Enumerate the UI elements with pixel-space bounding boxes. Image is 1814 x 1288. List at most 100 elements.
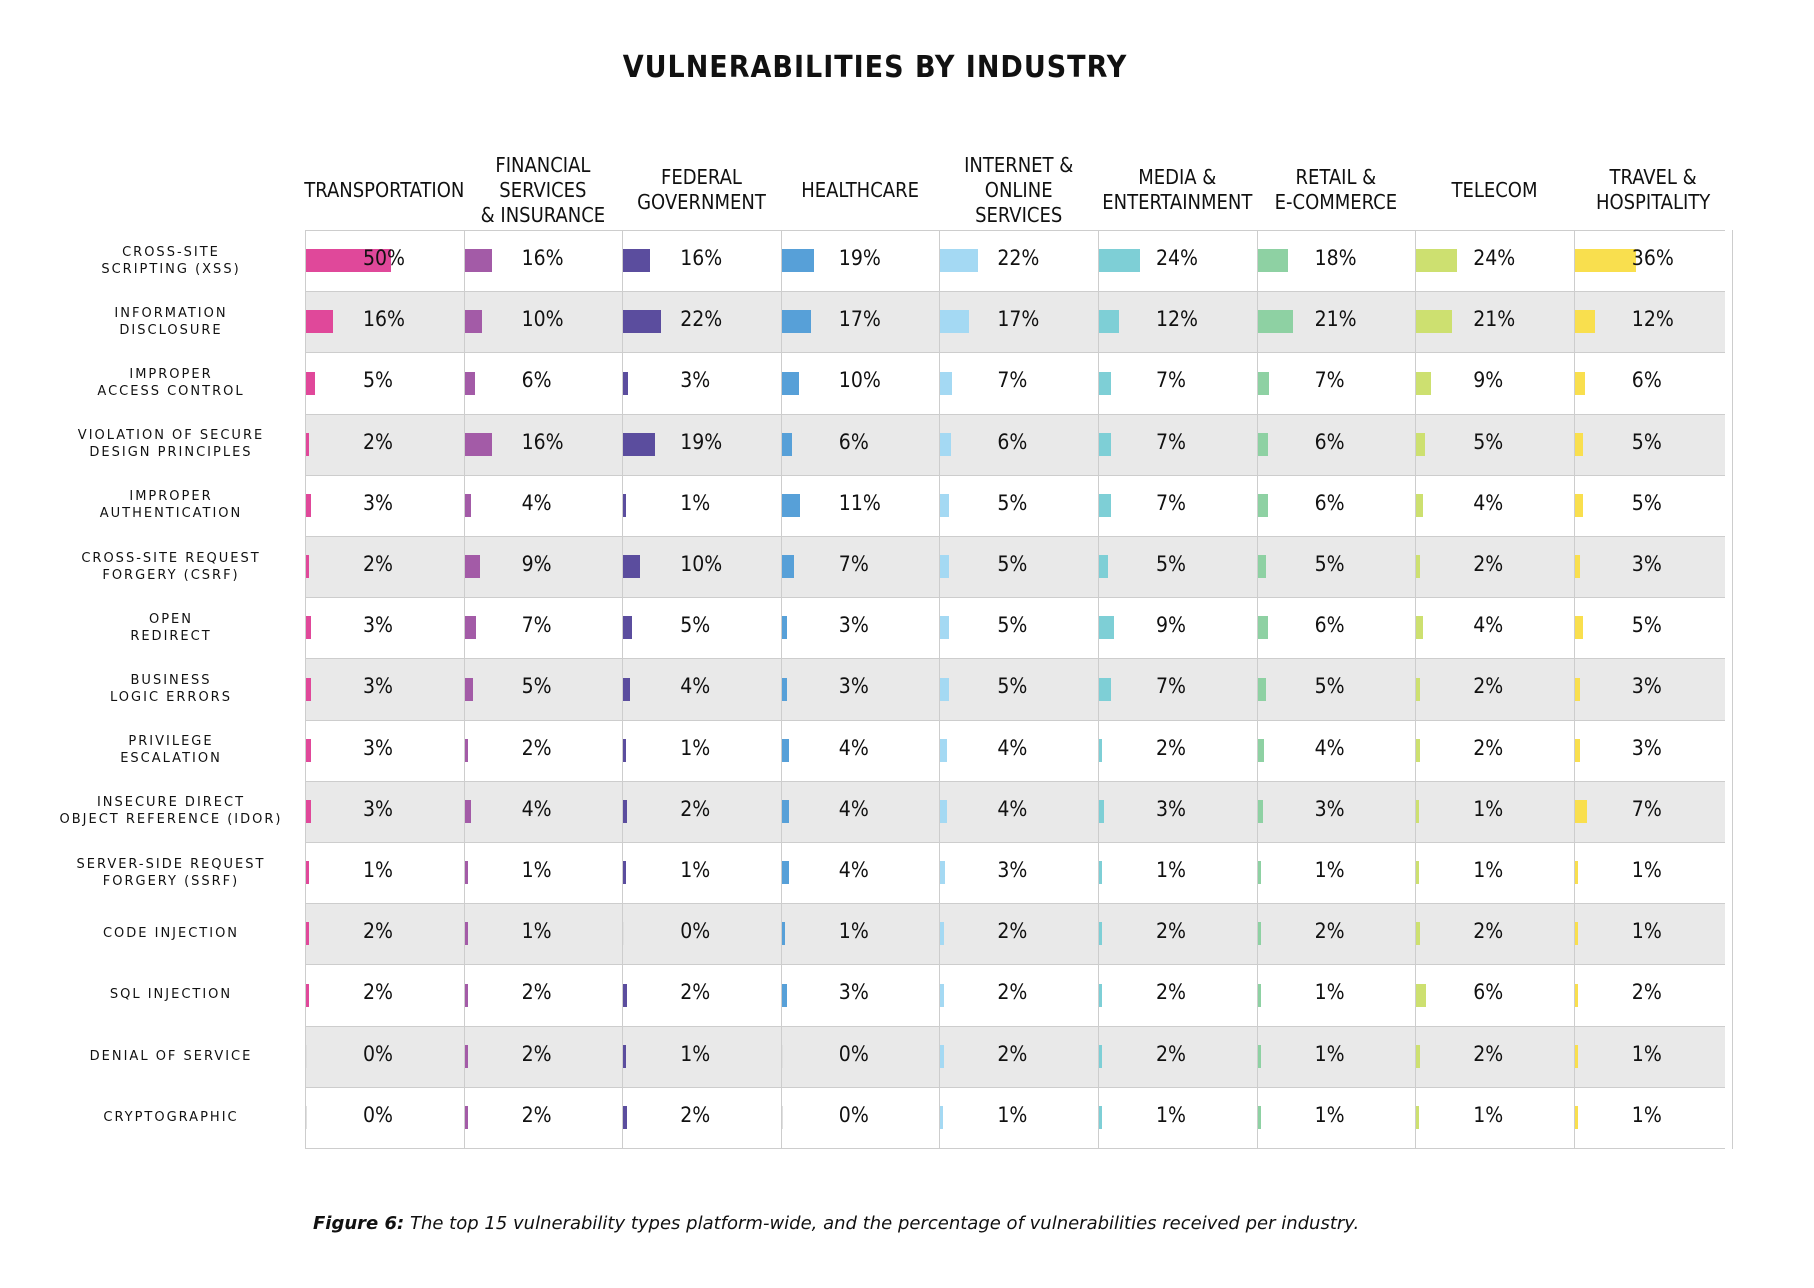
row-label-server-side-request-forgery-ssrf: SERVER-SIDE REQUEST FORGERY (SSRF)	[76, 856, 266, 889]
bar	[1099, 1105, 1102, 1129]
bar	[1574, 738, 1580, 762]
bar	[940, 738, 948, 762]
column-header-healthcare: HEALTHCARE	[801, 177, 919, 202]
value-label: 6%	[1314, 613, 1345, 638]
bar	[306, 799, 312, 823]
value-label: 9%	[1156, 613, 1186, 638]
bar	[940, 555, 949, 579]
value-label: 6%	[1473, 980, 1504, 1005]
bar	[781, 677, 787, 701]
value-label: 7%	[1156, 490, 1186, 515]
value-label: 1%	[1631, 858, 1662, 882]
value-label: 17%	[997, 307, 1040, 332]
bar	[464, 432, 492, 456]
value-label: 19%	[680, 429, 723, 454]
caption-label: Figure 6:	[313, 1213, 405, 1234]
bar	[940, 493, 949, 517]
bar	[781, 310, 811, 334]
value-label: 21%	[1314, 307, 1357, 332]
value-label: 4%	[1314, 735, 1345, 760]
bar	[1099, 922, 1103, 946]
row-stripe	[305, 413, 1725, 475]
bar	[1574, 677, 1580, 701]
bar	[781, 738, 789, 762]
bar	[940, 432, 951, 456]
value-label: 0%	[838, 1041, 869, 1066]
value-label: 10%	[680, 552, 723, 576]
value-label: 22%	[680, 307, 723, 332]
value-label: 7%	[1156, 368, 1186, 393]
value-label: 4%	[997, 735, 1028, 760]
bar	[1099, 983, 1103, 1007]
value-label: 3%	[363, 735, 393, 760]
value-label: 1%	[1314, 1041, 1345, 1066]
row-label-open-redirect: OPEN REDIRECT	[130, 611, 212, 644]
bar	[1257, 861, 1261, 885]
value-label: 3%	[1631, 552, 1662, 576]
value-label: 4%	[838, 735, 869, 760]
bar	[1574, 861, 1578, 885]
value-label: 4%	[997, 796, 1028, 821]
value-label: 5%	[1631, 613, 1662, 638]
bar	[306, 493, 312, 517]
row-divider	[305, 413, 1725, 415]
row-label-information-disclosure: INFORMATION DISCLOSURE	[114, 305, 228, 338]
value-label: 1%	[838, 919, 869, 944]
bar	[1416, 555, 1420, 579]
value-label: 5%	[997, 674, 1028, 699]
bar	[1257, 922, 1261, 946]
bar	[940, 799, 948, 823]
value-label: 16%	[680, 246, 723, 270]
value-label: 2%	[1473, 735, 1504, 760]
bar	[623, 371, 629, 395]
value-label: 50%	[363, 246, 405, 270]
bar	[623, 310, 661, 334]
value-label: 1%	[521, 858, 552, 882]
row-divider	[305, 780, 1725, 782]
bar	[1416, 432, 1425, 456]
row-stripe	[305, 536, 1725, 598]
bar	[940, 310, 970, 334]
row-label-cross-site-scripting-xss: CROSS-SITE SCRIPTING (XSS)	[101, 244, 241, 277]
value-label: 2%	[521, 980, 552, 1005]
value-label: 2%	[1314, 919, 1345, 944]
value-label: 6%	[521, 368, 552, 393]
row-divider	[305, 903, 1725, 905]
bar	[1574, 983, 1579, 1007]
row-label-sql-injection: SQL INJECTION	[109, 987, 233, 1003]
value-label: 1%	[1473, 858, 1504, 882]
bar	[1416, 861, 1420, 885]
bar	[781, 555, 794, 579]
value-label: 2%	[997, 1041, 1028, 1066]
bar	[1416, 983, 1427, 1007]
value-label: 6%	[1314, 490, 1345, 515]
value-label: 2%	[680, 1102, 711, 1127]
bar	[1099, 738, 1103, 762]
bar	[1099, 432, 1111, 456]
bar	[1257, 555, 1267, 579]
column-divider	[305, 230, 306, 1149]
bar	[1574, 1044, 1578, 1068]
column-header-retail-e-commerce: RETAIL & E-COMMERCE	[1274, 165, 1398, 214]
value-label: 3%	[838, 613, 869, 638]
row-stripe	[305, 291, 1725, 353]
row-label-code-injection: CODE INJECTION	[102, 926, 240, 942]
column-header-telecom: TELECOM	[1451, 177, 1538, 202]
value-label: 7%	[997, 368, 1028, 393]
value-label: 2%	[1156, 735, 1186, 760]
bar	[1416, 922, 1420, 946]
bar	[781, 1105, 783, 1129]
bar	[464, 861, 468, 885]
column-divider	[1098, 230, 1099, 1149]
bar	[623, 799, 627, 823]
bar	[1257, 371, 1270, 395]
value-label: 3%	[838, 980, 869, 1005]
bar	[1574, 922, 1578, 946]
value-label: 1%	[1314, 980, 1345, 1005]
bar	[1257, 738, 1265, 762]
row-divider	[305, 536, 1725, 537]
row-divider	[305, 719, 1725, 721]
value-label: 2%	[680, 980, 711, 1005]
value-label: 36%	[1631, 246, 1674, 270]
value-label: 1%	[680, 490, 711, 515]
